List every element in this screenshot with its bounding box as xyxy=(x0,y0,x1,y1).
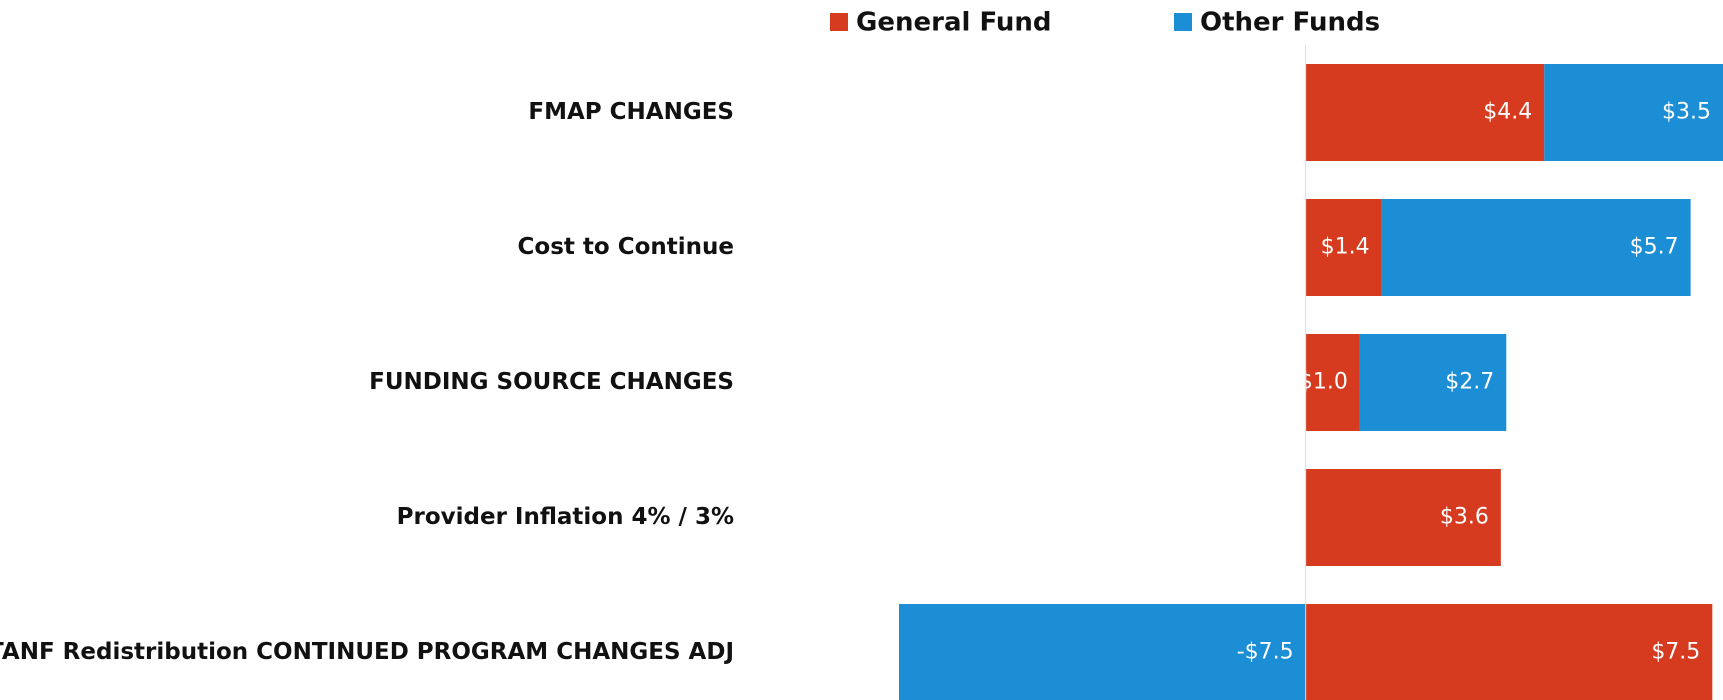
legend-label: General Fund xyxy=(856,8,1052,38)
bar-segment xyxy=(1305,334,1360,431)
value-label: -$7.5 xyxy=(1237,640,1294,665)
value-label: $1.4 xyxy=(1321,235,1370,260)
category-label: Cost to Continue xyxy=(518,234,734,260)
category-label: FMAP CHANGES xyxy=(528,99,734,125)
category-label: FUNDING SOURCE CHANGES xyxy=(369,369,734,395)
bar-segment xyxy=(1305,469,1501,566)
bar-segment xyxy=(1305,199,1382,296)
bar-segment xyxy=(1305,64,1545,161)
bar-segment xyxy=(1544,64,1723,161)
bar-segment xyxy=(1359,334,1507,431)
value-label: $3.6 xyxy=(1440,505,1489,530)
bar-segment xyxy=(1381,199,1691,296)
bar-segment xyxy=(899,604,1306,700)
category-label: Provider Inflation 4% / 3% xyxy=(397,504,734,530)
bar-segment xyxy=(1305,604,1713,700)
value-label: $2.7 xyxy=(1445,370,1494,395)
legend-label: Other Funds xyxy=(1200,8,1380,38)
category-label: TANF Redistribution CONTINUED PROGRAM CH… xyxy=(0,639,734,665)
value-label: $7.5 xyxy=(1651,640,1700,665)
value-label: $1.0 xyxy=(1299,370,1348,395)
value-label: $4.4 xyxy=(1483,100,1532,125)
legend-swatch xyxy=(1174,13,1192,31)
legend-swatch xyxy=(830,13,848,31)
value-label: $5.7 xyxy=(1630,235,1679,260)
value-label: $3.5 xyxy=(1662,100,1711,125)
